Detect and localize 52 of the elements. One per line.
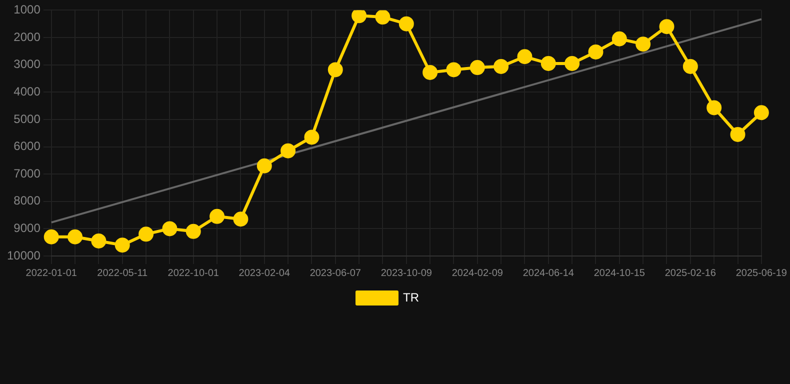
point: [138, 226, 154, 242]
y-tick-label: 7000: [14, 166, 41, 180]
point: [114, 238, 130, 253]
y-tick-label: 2000: [14, 30, 41, 44]
y-tick-label: 4000: [14, 84, 41, 98]
point: [706, 100, 722, 116]
point: [588, 44, 604, 60]
point: [659, 19, 674, 34]
x-tick-label: 2025-06-19: [736, 268, 788, 279]
x-tick-label: 2023-06-07: [310, 268, 362, 279]
point: [564, 56, 580, 71]
x-tick-label: 2022-05-11: [97, 268, 148, 279]
legend-label: TR: [403, 290, 420, 304]
point: [517, 49, 532, 64]
point: [540, 56, 556, 71]
point: [398, 16, 414, 32]
point: [68, 229, 83, 244]
point: [375, 10, 390, 25]
point: [91, 233, 106, 248]
y-tick-label: 3000: [14, 57, 41, 72]
point: [162, 221, 178, 236]
point: [328, 62, 343, 78]
point: [352, 10, 367, 24]
point: [256, 158, 272, 174]
y-tick-label: 8000: [14, 194, 41, 208]
x-tick-label: 2022-01-01: [26, 268, 78, 279]
x-tick-label: 2024-02-09: [452, 268, 504, 279]
x-tick-label: 2024-10-15: [594, 268, 646, 279]
point: [494, 58, 509, 74]
y-tick-label: 10000: [6, 248, 41, 262]
point: [446, 62, 462, 78]
y-tick-label: 9000: [14, 221, 41, 235]
y-tick-label: 1000: [14, 2, 41, 17]
point: [612, 31, 627, 46]
x-tick-label: 2024-06-14: [522, 268, 574, 279]
point: [186, 224, 201, 239]
point: [210, 208, 225, 224]
point: [682, 58, 698, 74]
y-tick-label: 5000: [14, 112, 41, 126]
point: [730, 126, 746, 142]
y-tick-label: 6000: [14, 139, 41, 154]
point: [470, 60, 485, 76]
point: [280, 143, 296, 158]
x-tick-label: 2023-10-09: [380, 268, 432, 279]
point: [233, 212, 248, 227]
point: [422, 64, 438, 80]
x-tick-label: 2023-02-04: [238, 268, 290, 279]
x-tick-label: 2025-02-16: [664, 268, 716, 279]
x-tick-label: 2022-10-01: [168, 268, 220, 279]
point: [754, 105, 769, 120]
point: [636, 36, 651, 52]
point: [304, 130, 320, 145]
